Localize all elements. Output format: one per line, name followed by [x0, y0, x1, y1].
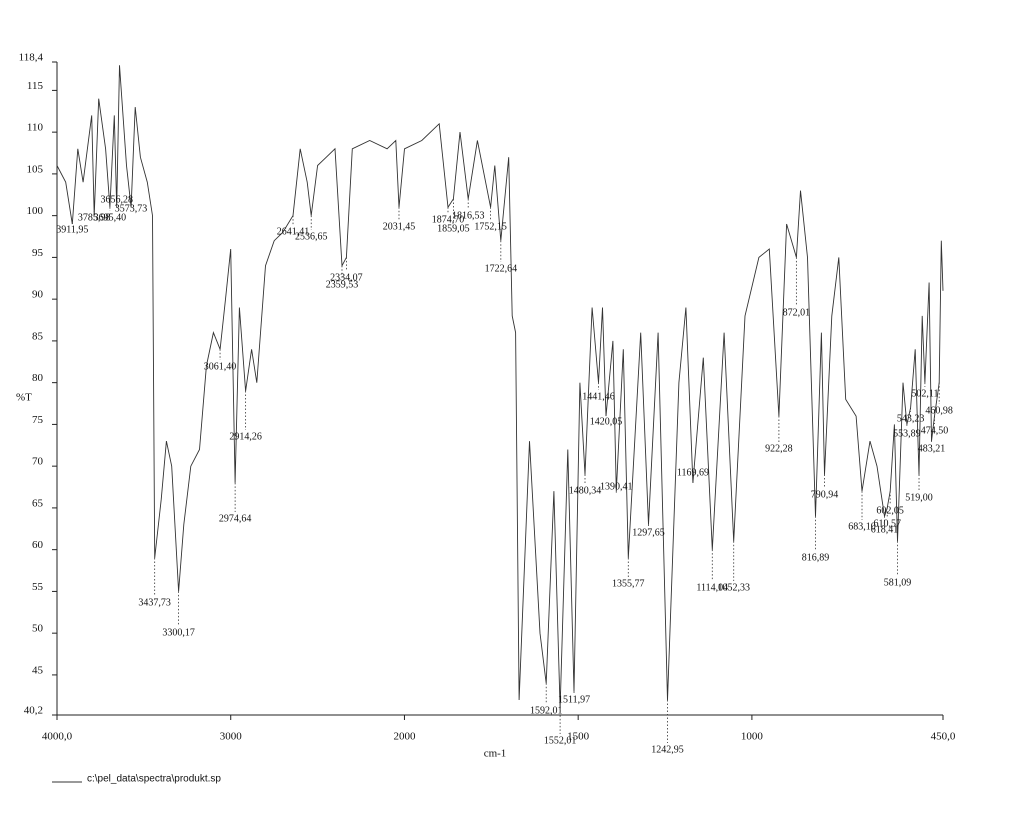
peak-label: 2334,07 [330, 272, 363, 283]
peak-label: 3061,40 [204, 361, 237, 372]
y-tick-label: 55 [32, 581, 44, 593]
peak-label: 3695,40 [94, 212, 127, 223]
peak-label: 483,21 [918, 443, 946, 454]
peak-label: 1390,41 [600, 481, 633, 492]
x-tick-label: 1000 [741, 731, 764, 743]
y-tick-label: 75 [32, 414, 44, 426]
legend-entry: c:\pel_data\spectra\produkt.sp [87, 774, 221, 785]
peak-label: 1355,77 [612, 578, 645, 589]
peak-label: 618,41 [871, 524, 899, 535]
y-tick-label: 90 [32, 289, 44, 301]
peak-label: 3437,73 [138, 597, 171, 608]
peak-label: 3911,95 [56, 224, 88, 235]
peak-label: 1592,01 [530, 705, 563, 716]
peak-label: 502,11 [911, 388, 938, 399]
peak-label: 474,50 [921, 425, 949, 436]
peak-label: 2359,53 [326, 279, 359, 290]
peak-label: 1297,65 [632, 527, 665, 538]
peak-label: 1480,34 [569, 485, 602, 496]
y-tick-label: 65 [32, 497, 44, 509]
peak-label: 2914,26 [229, 431, 262, 442]
peak-label: 1722,64 [485, 263, 518, 274]
y-tick-label: 85 [32, 330, 44, 342]
y-tick-label: 70 [32, 456, 44, 468]
y-tick-label: 110 [27, 122, 44, 134]
peak-label: 602,05 [876, 505, 904, 516]
peak-label: 610,57 [873, 518, 901, 529]
x-tick-label: 2000 [393, 731, 416, 743]
peak-label: 1752,15 [474, 221, 507, 232]
peak-label: 1441,46 [582, 391, 615, 402]
y-tick-label: 50 [32, 623, 44, 635]
y-tick-label: 95 [32, 247, 44, 259]
spectrum-line [56, 65, 944, 709]
peak-label: 683,10 [848, 521, 876, 532]
peak-label: 519,00 [905, 492, 933, 503]
x-tick-label: 4000,0 [42, 731, 73, 743]
peak-label: 1874,70 [432, 214, 465, 225]
peak-label: 1052,33 [717, 582, 750, 593]
peak-label: 460,98 [925, 405, 953, 416]
y-axis-label: %T [16, 392, 32, 404]
peak-label: 3300,17 [162, 627, 195, 638]
peak-label: 816,89 [802, 552, 830, 563]
peak-label: 1242,95 [651, 744, 684, 755]
y-tick-label: 118,4 [19, 52, 44, 64]
x-tick-label: 1500 [567, 731, 590, 743]
peak-label: 2536,65 [295, 231, 328, 242]
y-tick-label: 60 [32, 539, 44, 551]
y-tick-label: 45 [32, 664, 44, 676]
peak-label: 790,94 [811, 489, 839, 500]
x-tick-label: 450,0 [931, 731, 956, 743]
y-tick-label: 80 [32, 372, 44, 384]
peak-label: 1169,69 [677, 467, 709, 478]
y-tick-label: 40,2 [24, 705, 43, 717]
x-tick-label: 3000 [220, 731, 243, 743]
peak-label: 1552,01 [544, 735, 577, 746]
peak-label: 1114,04 [696, 582, 728, 593]
peak-label: 922,28 [765, 443, 793, 454]
peak-label: 3656,28 [100, 194, 133, 205]
y-tick-label: 105 [27, 163, 44, 175]
peak-label: 1420,05 [590, 416, 623, 427]
peak-label: 2641,41 [277, 226, 310, 237]
peak-label: 553,89 [893, 428, 921, 439]
peak-label: 2031,45 [383, 221, 416, 232]
peak-label: 2974,64 [219, 513, 252, 524]
peak-label: 581,09 [884, 577, 912, 588]
peak-label: 872,01 [783, 307, 811, 318]
x-axis-label: cm-1 [484, 748, 507, 760]
peak-label: 3785,98 [78, 212, 111, 223]
peak-label: 1859,05 [437, 223, 470, 234]
peak-label: 1511,97 [558, 694, 590, 705]
peak-label: 3573,73 [115, 203, 148, 214]
peak-label: 543,23 [897, 413, 925, 424]
peak-label: 1816,53 [452, 210, 485, 221]
y-tick-label: 100 [27, 205, 44, 217]
y-tick-label: 115 [27, 80, 44, 92]
